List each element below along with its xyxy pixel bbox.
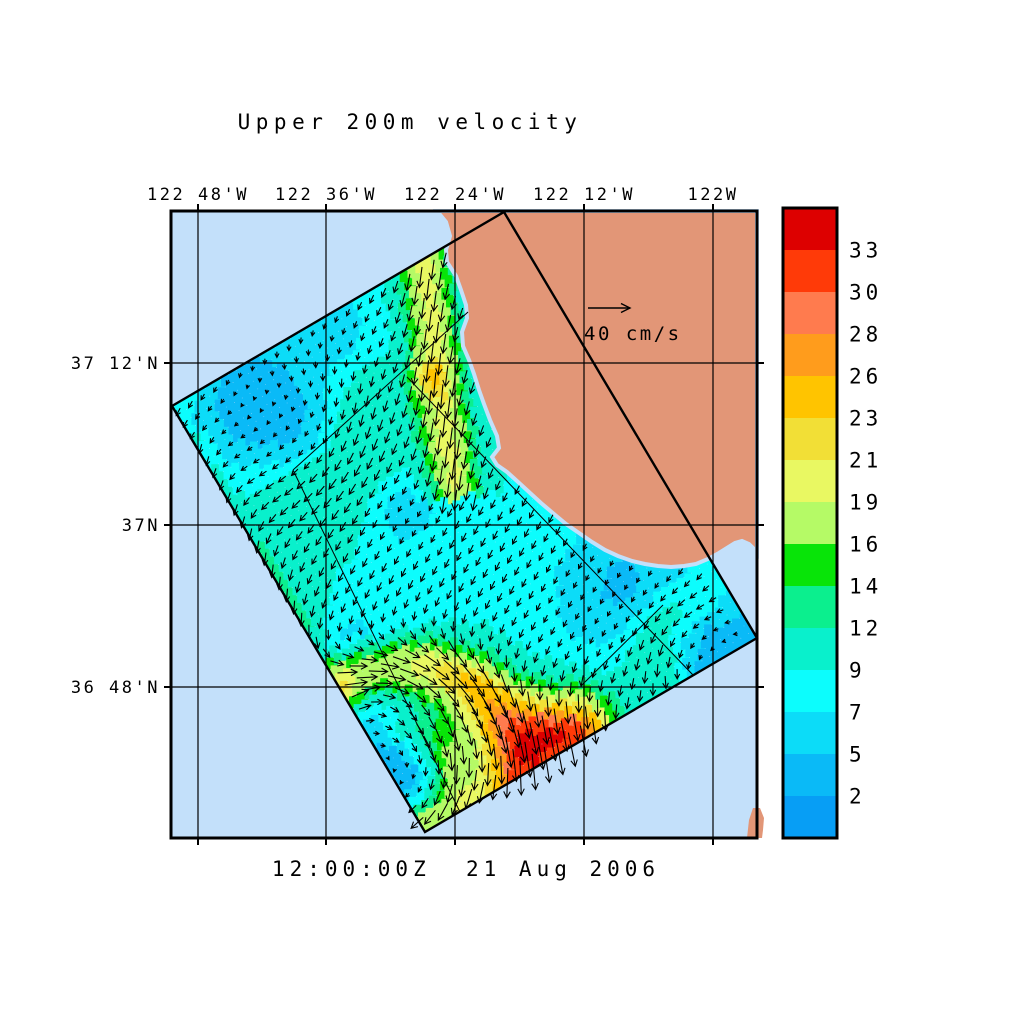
colorbar-tick-label: 7 bbox=[849, 701, 866, 725]
colorbar-band bbox=[783, 754, 837, 797]
colorbar-band bbox=[783, 208, 837, 251]
scale-arrow-label: 40 cm/s bbox=[584, 323, 682, 345]
colorbar-band bbox=[783, 502, 837, 545]
colorbar-band bbox=[783, 670, 837, 713]
latitude-tick-label: 36 48'N bbox=[71, 678, 160, 698]
colorbar-tick-label: 16 bbox=[849, 533, 882, 557]
timestamp-label: 12:00:00Z 21 Aug 2006 bbox=[271, 857, 661, 881]
scale-arrow bbox=[588, 302, 632, 314]
longitude-tick-label: 122 48'W bbox=[147, 185, 249, 205]
longitude-tick-label: 122W bbox=[688, 185, 739, 205]
colorbar-tick-label: 9 bbox=[849, 659, 866, 683]
colorbar-band bbox=[783, 292, 837, 335]
colorbar-tick-label: 19 bbox=[849, 491, 882, 515]
colorbar-band bbox=[783, 250, 837, 293]
colorbar-band bbox=[783, 334, 837, 377]
colorbar-tick-label: 21 bbox=[849, 449, 882, 473]
colorbar-band bbox=[783, 460, 837, 503]
longitude-tick-label: 122 36'W bbox=[275, 185, 377, 205]
axis-labels: 122 48'W 122 36'W 122 24'W 122 12'W 122W 37 1… bbox=[71, 185, 739, 698]
colorbar-frame bbox=[781, 206, 839, 840]
colorbar-tick-label: 12 bbox=[849, 617, 882, 641]
latitude-tick-label: 37 12'N bbox=[71, 354, 160, 374]
colorbar-band bbox=[783, 544, 837, 587]
colorbar-band bbox=[783, 586, 837, 629]
colorbar-tick-label: 30 bbox=[849, 281, 882, 305]
colorbar-band bbox=[783, 628, 837, 671]
colorbar-band bbox=[783, 418, 837, 461]
colorbar: 33 30 28 26 23 21 19 16 14 12 9 7 5 2 bbox=[781, 206, 882, 840]
colorbar-tick-label: 2 bbox=[849, 785, 866, 809]
figure-title: Upper 200m velocity bbox=[237, 110, 583, 134]
colorbar-tick-label: 23 bbox=[849, 407, 882, 431]
colorbar-band bbox=[783, 376, 837, 419]
longitude-tick-label: 122 12'W bbox=[533, 185, 635, 205]
colorbar-tick-label: 28 bbox=[849, 323, 882, 347]
colorbar-band bbox=[783, 712, 837, 755]
longitude-tick-label: 122 24'W bbox=[404, 185, 506, 205]
map-frame bbox=[169, 209, 759, 840]
land-coastline bbox=[432, 209, 759, 570]
colorbar-tick-label: 33 bbox=[849, 239, 882, 263]
colorbar-band bbox=[783, 796, 837, 839]
velocity-arrows bbox=[175, 252, 738, 830]
latitude-tick-label: 37N bbox=[122, 516, 160, 536]
colorbar-tick-label: 26 bbox=[849, 365, 882, 389]
colorbar-tick-label: 5 bbox=[849, 743, 866, 767]
colorbar-tick-label: 14 bbox=[849, 575, 882, 599]
